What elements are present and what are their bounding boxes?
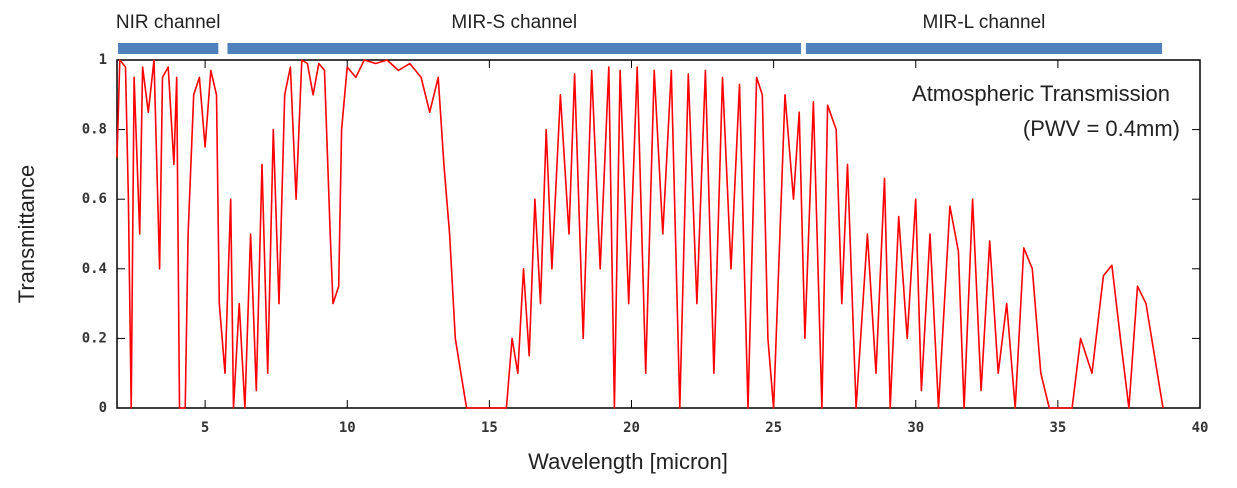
plot-area (116, 59, 1201, 409)
x-tick-label: 40 (1192, 420, 1209, 436)
x-tick-label: 20 (623, 420, 640, 436)
y-tick-label: 0 (99, 400, 107, 416)
y-tick-label: 0.6 (82, 191, 107, 207)
x-tick-label: 5 (201, 420, 209, 436)
y-axis-title: Transmittance (14, 165, 39, 304)
transmission-line (116, 59, 1164, 409)
y-tick-label: 0.8 (82, 122, 107, 138)
chart-subtitle: (PWV = 0.4mm) (1023, 116, 1180, 141)
channel-bar (227, 43, 802, 54)
channel-bar (805, 43, 1163, 54)
x-tick-label: 15 (481, 420, 498, 436)
channel-label: MIR-S channel (451, 12, 577, 33)
x-tick-label: 35 (1049, 420, 1066, 436)
y-tick-label: 1 (99, 52, 107, 68)
channel-label: NIR channel (116, 12, 221, 33)
x-tick-label: 10 (339, 420, 356, 436)
x-tick-label: 25 (765, 420, 782, 436)
x-tick-label: 30 (907, 420, 924, 436)
channel-bar (118, 43, 219, 54)
x-axis-title: Wavelength [micron] (528, 449, 728, 474)
y-tick-label: 0.2 (82, 330, 107, 346)
chart-title: Atmospheric Transmission (912, 81, 1170, 106)
y-tick-label: 0.4 (82, 261, 107, 277)
channel-label: MIR-L channel (923, 12, 1046, 33)
